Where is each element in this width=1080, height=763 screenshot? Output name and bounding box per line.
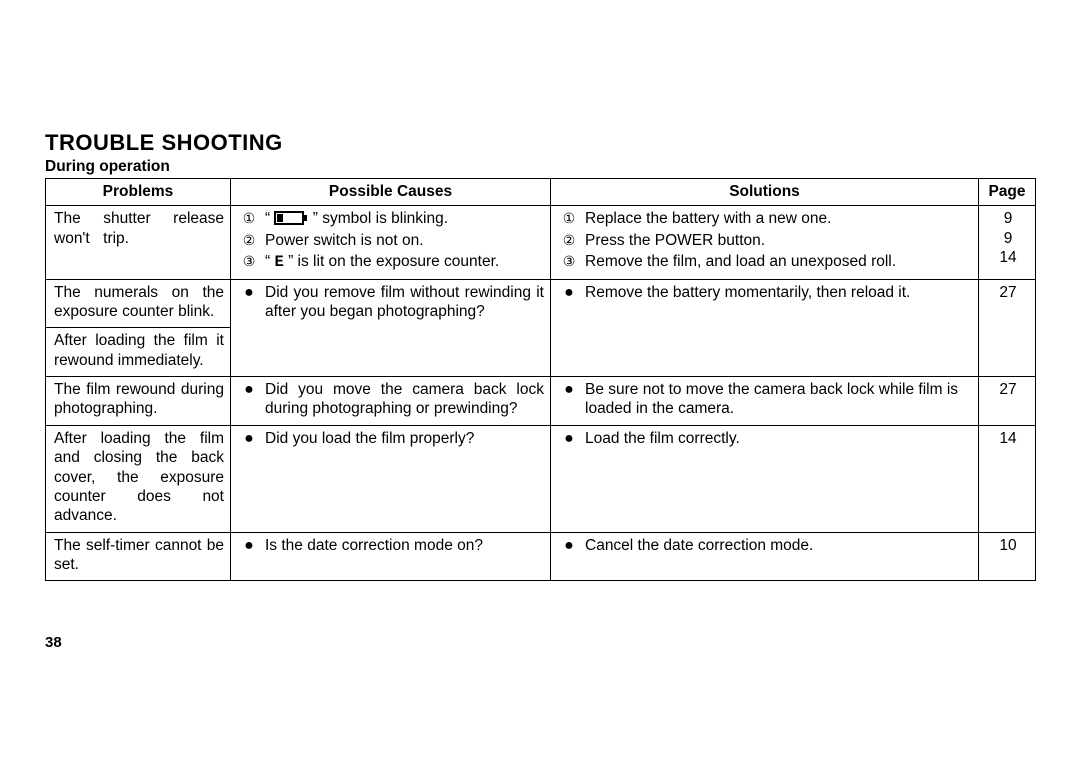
solution-text: Press the POWER button.	[585, 231, 972, 250]
solution-text: Load the film correctly.	[585, 429, 972, 448]
page-ref-cell: 14	[979, 425, 1036, 532]
page-ref-cell: 27	[979, 279, 1036, 377]
e-symbol-icon: E	[274, 253, 283, 271]
page-ref: 9	[987, 229, 1029, 248]
bullet-icon: ●	[559, 283, 579, 302]
table-row: The self-timer cannot be set. ● Is the d…	[46, 532, 1036, 581]
page-ref-cell: 10	[979, 532, 1036, 581]
circled-2-icon: ②	[559, 231, 579, 249]
circled-1-icon: ①	[559, 209, 579, 227]
solution-text: Replace the battery with a new one.	[585, 209, 972, 228]
cause-text: “ E ” is lit on the exposure counter.	[265, 252, 544, 272]
cause-cell: ● Did you load the film properly?	[231, 425, 551, 532]
col-header-page: Page	[979, 179, 1036, 206]
cause-text: Did you move the camera back lock during…	[265, 380, 544, 419]
problem-text: The self-timer cannot be set.	[54, 536, 224, 575]
problem-cell: The film rewound during photographing.	[46, 377, 231, 426]
solution-text: Remove the film, and load an unexposed r…	[585, 252, 972, 271]
bullet-icon: ●	[559, 380, 579, 399]
cause-text: Did you remove film without rewinding it…	[265, 283, 544, 322]
page-ref: 10	[987, 536, 1029, 555]
table-row: The film rewound during photographing. ●…	[46, 377, 1036, 426]
problem-cell: After loading the film and closing the b…	[46, 425, 231, 532]
table-row: After loading the film and closing the b…	[46, 425, 1036, 532]
section-subtitle: During operation	[45, 158, 1035, 176]
page-ref-cell: 27	[979, 377, 1036, 426]
problem-cell: After loading the film it rewound immedi…	[46, 328, 231, 377]
solution-text: Cancel the date correction mode.	[585, 536, 972, 555]
solution-cell: ● Cancel the date correction mode.	[551, 532, 979, 581]
problem-cell: The self-timer cannot be set.	[46, 532, 231, 581]
bullet-icon: ●	[239, 380, 259, 399]
page-number: 38	[45, 634, 62, 651]
col-header-solutions: Solutions	[551, 179, 979, 206]
bullet-icon: ●	[239, 283, 259, 302]
manual-page: TROUBLE SHOOTING During operation Proble…	[0, 0, 1080, 763]
problem-text: After loading the film and closing the b…	[54, 429, 224, 526]
circled-3-icon: ③	[239, 252, 259, 270]
table-row: The shutter release won't trip. ① “ ” sy…	[46, 206, 1036, 279]
circled-1-icon: ①	[239, 209, 259, 227]
solution-cell: ● Be sure not to move the camera back lo…	[551, 377, 979, 426]
col-header-causes: Possible Causes	[231, 179, 551, 206]
col-header-problems: Problems	[46, 179, 231, 206]
problem-text: After loading the film it rewound immedi…	[54, 331, 224, 370]
page-ref: 14	[987, 429, 1029, 448]
problem-cell: The shutter release won't trip.	[46, 206, 231, 279]
table-row: The numerals on the exposure counter bli…	[46, 279, 1036, 328]
cause-text: Is the date correction mode on?	[265, 536, 544, 555]
circled-3-icon: ③	[559, 252, 579, 270]
problem-cell: The numerals on the exposure counter bli…	[46, 279, 231, 328]
problem-text: The shutter release	[54, 209, 224, 228]
cause-cell: ● Did you move the camera back lock duri…	[231, 377, 551, 426]
problem-text: The numerals on the exposure counter bli…	[54, 283, 224, 322]
bullet-icon: ●	[239, 536, 259, 555]
solution-text: Remove the battery momentarily, then rel…	[585, 283, 972, 302]
solution-cell: ● Remove the battery momentarily, then r…	[551, 279, 979, 377]
page-ref: 14	[987, 248, 1029, 267]
solution-cell: ● Load the film correctly.	[551, 425, 979, 532]
circled-2-icon: ②	[239, 231, 259, 249]
cause-cell: ● Did you remove film without rewinding …	[231, 279, 551, 377]
bullet-icon: ●	[559, 536, 579, 555]
troubleshooting-table: Problems Possible Causes Solutions Page …	[45, 178, 1036, 581]
page-ref-cell: 9 9 14	[979, 206, 1036, 279]
page-ref: 27	[987, 380, 1029, 399]
cause-text: Power switch is not on.	[265, 231, 544, 250]
page-title: TROUBLE SHOOTING	[45, 130, 1035, 156]
solution-text: Be sure not to move the camera back lock…	[585, 380, 972, 419]
battery-icon	[274, 211, 308, 225]
page-ref: 27	[987, 283, 1029, 302]
solution-cell: ① Replace the battery with a new one. ② …	[551, 206, 979, 279]
bullet-icon: ●	[239, 429, 259, 448]
cause-text: “ ” symbol is blinking.	[265, 209, 544, 228]
cause-cell: ● Is the date correction mode on?	[231, 532, 551, 581]
table-header-row: Problems Possible Causes Solutions Page	[46, 179, 1036, 206]
cause-text: Did you load the film properly?	[265, 429, 544, 448]
problem-text: The film rewound during photographing.	[54, 380, 224, 419]
cause-cell: ① “ ” symbol is blinking. ② Power switch…	[231, 206, 551, 279]
bullet-icon: ●	[559, 429, 579, 448]
problem-text: won't trip.	[54, 229, 224, 248]
page-ref: 9	[987, 209, 1029, 228]
